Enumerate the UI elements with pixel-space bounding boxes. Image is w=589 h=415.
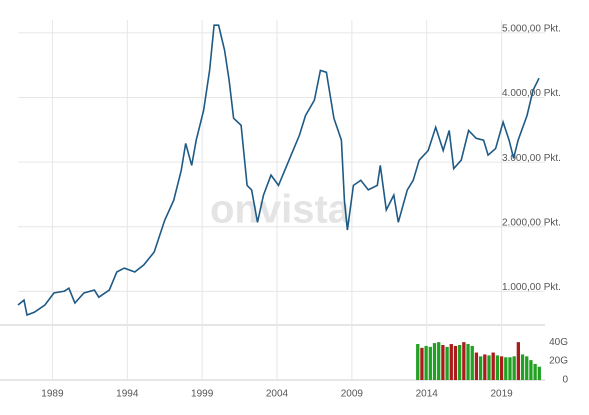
volume-bar: [499, 356, 504, 380]
volume-bar: [470, 345, 474, 380]
volume-bar: [474, 352, 479, 380]
x-tick-label: 2014: [416, 389, 439, 400]
volume-bar: [432, 343, 437, 380]
y-tick-label: 3.000,00 Pkt.: [502, 153, 561, 164]
volume-bar: [420, 347, 424, 380]
volume-bar: [512, 356, 516, 380]
volume-bar: [462, 342, 466, 380]
volume-bar: [453, 345, 458, 380]
volume-bar: [483, 354, 487, 380]
volume-bar: [437, 342, 441, 380]
x-tick-label: 2009: [341, 389, 364, 400]
volume-bar: [529, 360, 533, 380]
volume-bar: [466, 344, 470, 380]
volume-bar: [428, 346, 432, 380]
volume-bar: [504, 357, 508, 380]
volume-bar: [487, 355, 491, 380]
volume-bar: [495, 355, 500, 380]
x-tick-label: 1989: [41, 389, 64, 400]
x-tick-label: 1999: [191, 389, 214, 400]
volume-bar: [416, 344, 420, 380]
volume-bar: [525, 356, 529, 380]
volume-bar: [520, 354, 525, 380]
volume-bar: [508, 357, 512, 380]
volume-bar: [441, 344, 445, 380]
volume-bar: [458, 344, 462, 380]
y-tick-label: 20G: [549, 356, 568, 367]
volume-bar: [516, 342, 520, 380]
volume-bar: [537, 366, 541, 380]
y-tick-label: 5.000,00 Pkt.: [502, 24, 561, 35]
x-tick-label: 1994: [116, 389, 139, 400]
volume-bar: [478, 356, 483, 380]
y-tick-label: 40G: [549, 337, 568, 348]
y-tick-label: 1.000,00 Pkt.: [502, 282, 561, 293]
volume-bar: [449, 344, 453, 380]
watermark: onvista: [210, 188, 351, 232]
x-tick-label: 2019: [490, 389, 513, 400]
x-tick-label: 2004: [266, 389, 289, 400]
y-tick-label: 2.000,00 Pkt.: [502, 217, 561, 228]
volume-bar: [491, 352, 495, 380]
y-tick-label: 0: [562, 375, 568, 386]
volume-bar: [445, 346, 449, 380]
volume-bar: [424, 345, 428, 380]
price-line: [17, 24, 540, 317]
volume-bar: [533, 363, 537, 380]
